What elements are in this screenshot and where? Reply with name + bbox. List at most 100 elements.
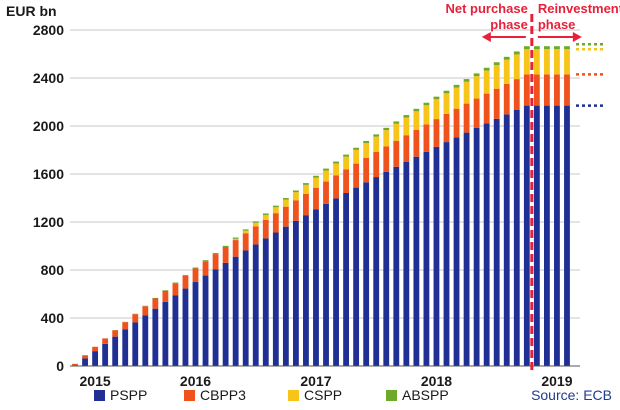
bar-abspp-12 [192,267,199,269]
bar-cbpp3-1 [82,355,88,359]
bar-cspp-37 [443,93,450,114]
bar-pspp-32 [393,166,400,366]
bar-abspp-30 [373,134,380,137]
y-tick-label: 2800 [33,22,64,38]
bar-pspp-40 [473,127,480,366]
bar-abspp-20 [272,205,279,208]
bar-pspp-28 [353,187,360,366]
bar-cbpp3-0 [72,363,78,366]
bar-cspp-46 [533,49,540,75]
bar-cspp-25 [323,170,329,182]
bar-cspp-17 [242,230,249,234]
y-tick-label: 1600 [33,166,64,182]
bar-cspp-44 [513,54,520,80]
bar-abspp-39 [463,79,470,82]
bar-cbpp3-45 [523,74,530,106]
legend-label-abspp: ABSPP [402,387,449,403]
bar-cbpp3-29 [363,157,370,183]
bar-abspp-25 [323,168,329,171]
bar-pspp-4 [112,336,119,366]
x-tick-label: 2017 [300,373,331,389]
bar-cbpp3-31 [383,146,390,172]
bar-cspp-20 [272,207,279,214]
bar-pspp-49 [564,105,570,366]
bar-abspp-14 [212,252,219,255]
legend-label-cspp: CSPP [304,387,342,403]
bar-pspp-35 [423,151,430,366]
bar-abspp-16 [232,237,239,239]
bar-cbpp3-24 [313,187,319,210]
bar-pspp-37 [443,142,450,366]
bar-cbpp3-37 [443,113,450,143]
bar-abspp-26 [333,161,339,164]
bar-cspp-40 [473,76,480,99]
bar-cspp-45 [523,49,530,75]
bar-abspp-13 [202,260,209,262]
bar-cspp-49 [564,49,570,75]
bar-pspp-39 [463,132,470,366]
x-tick-label: 2015 [80,373,111,389]
reinvestment-label-line: Reinvestment [538,1,620,16]
bar-cbpp3-41 [483,93,490,124]
bar-cbpp3-11 [182,275,189,289]
bar-abspp-37 [443,90,450,94]
bar-cbpp3-32 [393,140,400,167]
bar-pspp-2 [92,351,99,366]
bar-abspp-29 [363,141,370,144]
bar-cbpp3-40 [473,98,480,128]
bar-pspp-25 [323,203,329,366]
reinvestment-label-line: phase [538,17,576,32]
bar-cspp-24 [313,177,319,188]
bar-pspp-9 [162,301,169,366]
bar-pspp-27 [343,192,350,366]
bar-pspp-34 [413,156,420,366]
bar-cspp-28 [353,149,360,164]
bar-abspp-23 [303,183,309,185]
bar-cbpp3-26 [333,175,339,199]
bar-pspp-26 [333,198,339,366]
bar-cbpp3-46 [533,74,540,106]
bar-abspp-48 [554,46,560,50]
bar-abspp-21 [282,198,289,200]
net-purchase-label-line: phase [490,17,528,32]
source-label: Source: ECB [531,387,612,403]
bar-cbpp3-3 [102,338,109,344]
bar-pspp-42 [493,118,500,366]
bar-cbpp3-9 [162,290,169,302]
bar-abspp-43 [503,56,510,60]
y-tick-label: 0 [56,358,64,374]
bar-abspp-42 [493,62,500,66]
bar-abspp-35 [423,102,430,106]
bar-abspp-8 [152,297,159,299]
bar-pspp-13 [202,275,209,366]
bar-abspp-22 [292,190,299,193]
bar-abspp-18 [252,221,259,223]
bar-pspp-36 [433,146,440,366]
bar-cspp-34 [413,111,420,130]
bar-abspp-7 [142,305,149,307]
bar-pspp-24 [313,209,319,366]
bar-abspp-40 [473,73,480,77]
bar-cbpp3-35 [423,124,430,152]
bar-pspp-18 [252,244,259,366]
bar-pspp-48 [554,105,560,366]
bar-pspp-41 [483,123,490,366]
bar-cbpp3-36 [433,119,440,147]
bar-cbpp3-30 [373,152,380,178]
bar-pspp-44 [513,109,520,366]
bar-cspp-42 [493,65,500,89]
bar-cbpp3-15 [222,247,229,263]
bar-cspp-18 [252,222,259,227]
bar-pspp-43 [503,114,510,366]
bar-cspp-31 [383,130,390,147]
legend-swatch-pspp [94,390,105,401]
bar-cbpp3-8 [152,298,159,309]
bar-pspp-45 [523,105,530,366]
legend-swatch-cbpp3 [184,390,195,401]
bar-abspp-33 [403,115,410,118]
bar-pspp-29 [363,182,370,366]
bar-cbpp3-18 [252,226,259,245]
bar-pspp-1 [82,358,88,366]
bar-cbpp3-23 [303,193,309,216]
